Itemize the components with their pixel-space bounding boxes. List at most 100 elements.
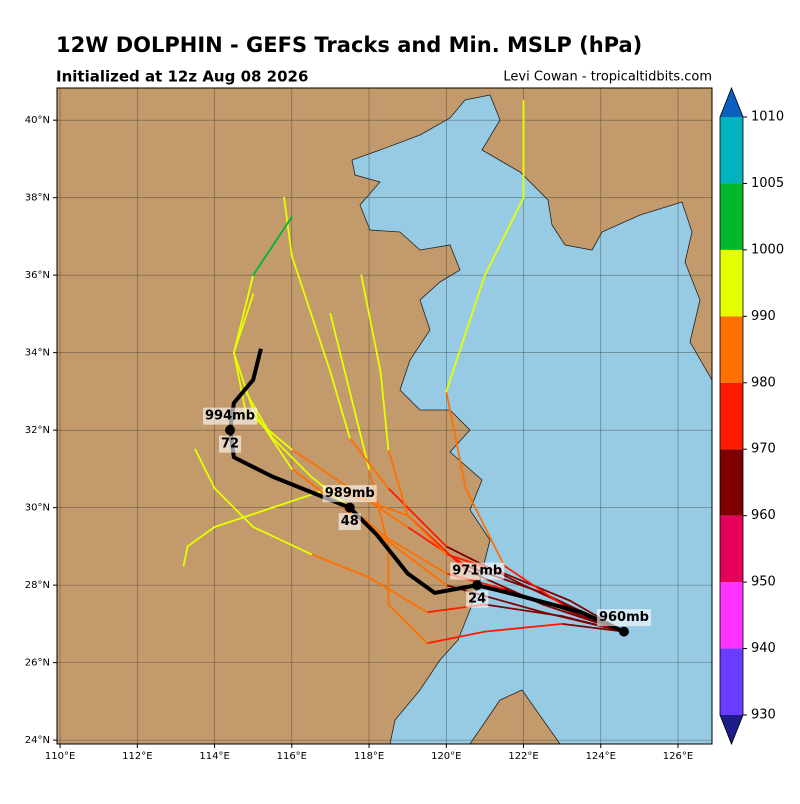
credit: Levi Cowan - tropicaltidbits.com [503, 70, 712, 85]
y-tick-label: 36°N [25, 270, 50, 281]
track-segment [329, 371, 351, 439]
track-segment [484, 196, 525, 277]
colorbar-tick-label: 980 [751, 375, 776, 390]
pressure-label: 971mb [452, 564, 502, 579]
map-frame [56, 87, 713, 745]
track-segment [464, 487, 506, 567]
colorbar-segment [720, 449, 743, 516]
track-segment [290, 254, 313, 315]
pressure-label-box [450, 562, 505, 580]
track-segment [252, 526, 313, 556]
colorbar-tick-label: 940 [751, 641, 776, 656]
colorbar-segment [720, 316, 743, 383]
colorbar-tick-label: 1010 [751, 110, 784, 125]
colorbar-tick-label: 1000 [751, 242, 784, 257]
track-segment [426, 630, 486, 645]
colorbar-tick-label: 990 [751, 309, 776, 324]
track-segment [561, 622, 625, 633]
track-segment [310, 312, 332, 373]
track-segment [186, 526, 216, 548]
track-segment [387, 537, 448, 575]
track-segment [348, 436, 390, 490]
colorbar-tick-label: 950 [751, 575, 776, 590]
track-segment [368, 576, 428, 614]
colorbar-segment [720, 249, 743, 317]
colorbar-tick-label: 1005 [751, 176, 784, 191]
track-segment [368, 526, 448, 587]
x-tick-label: 116°E [277, 751, 307, 762]
mean-track-point [344, 502, 355, 513]
hour-label: 72 [221, 437, 239, 452]
track-segment [232, 351, 247, 412]
y-tick-label: 28°N [25, 580, 50, 591]
x-tick-label: 110°E [45, 751, 75, 762]
x-tick-label: 118°E [354, 751, 384, 762]
x-tick-label: 112°E [122, 751, 152, 762]
track-segment [406, 514, 448, 556]
track-segment [360, 274, 382, 373]
track-segment [182, 545, 189, 567]
colorbar-segment [720, 382, 743, 450]
pressure-label-box [596, 609, 651, 627]
track-segment [445, 390, 467, 490]
track-segment [406, 526, 467, 567]
track-segment [329, 312, 351, 393]
pressure-label: 989mb [325, 486, 375, 501]
mean-track-point [618, 626, 629, 637]
colorbar-tick-label: 930 [751, 708, 776, 723]
pressure-label: 994mb [205, 409, 255, 424]
mean-track-point [225, 425, 236, 436]
colorbar-segment [720, 117, 743, 184]
track-segment [541, 611, 625, 633]
track-segment [387, 487, 448, 548]
x-tick-label: 122°E [508, 751, 538, 762]
colorbar-segment [720, 183, 743, 250]
colorbar-extend-high [720, 88, 743, 117]
x-tick-label: 124°E [586, 751, 616, 762]
track-segment [232, 274, 255, 354]
hour-label: 48 [341, 514, 359, 529]
subtitle: Initialized at 12z Aug 08 2026 [56, 68, 308, 86]
y-tick-label: 34°N [25, 348, 50, 359]
track-segment [387, 448, 409, 517]
x-tick-label: 114°E [199, 751, 229, 762]
title: 12W DOLPHIN - GEFS Tracks and Min. MSLP … [56, 33, 642, 57]
y-tick-label: 38°N [25, 193, 50, 204]
pressure-label-box [203, 407, 258, 425]
track-segment [379, 371, 390, 451]
y-tick-label: 32°N [25, 425, 50, 436]
mean-track: 960mb 971mb 24 989mb 48 994mb 72 [203, 348, 651, 637]
x-tick-label: 120°E [431, 751, 461, 762]
colorbar-tick-label: 970 [751, 442, 776, 457]
colorbar-tick-label: 960 [751, 508, 776, 523]
hour-label-box [466, 590, 489, 608]
hour-label-box [218, 435, 242, 453]
track-segment [310, 553, 370, 579]
track-segment [503, 564, 564, 606]
x-tick-label: 126°E [663, 751, 693, 762]
track-segment [484, 622, 564, 633]
colorbar: 930 940 950 960 970 980 990 1000 1005 1010 [719, 86, 784, 746]
track-segment [271, 436, 313, 478]
track-segment [213, 487, 255, 528]
track-segment [368, 467, 390, 548]
track-segment [283, 196, 293, 257]
track-segment [290, 448, 351, 490]
hour-label: 24 [468, 592, 486, 607]
hour-label-box [338, 513, 361, 531]
axes: 110°E 112°E 114°E 116°E 118°E 120°E 122°E 124°E… [25, 115, 693, 762]
track-segment [213, 506, 274, 528]
pressure-label-box [322, 485, 377, 503]
y-tick-label: 24°N [25, 735, 50, 746]
ocean [351, 94, 712, 744]
track-segment [232, 351, 255, 412]
track-segment [348, 390, 370, 470]
track-segment [252, 216, 293, 277]
pressure-label: 960mb [599, 610, 649, 625]
y-tick-label: 30°N [25, 503, 50, 514]
colorbar-extend-low [720, 715, 743, 744]
track-segment [387, 603, 428, 645]
track-segment [252, 409, 293, 470]
track-segment [194, 448, 216, 490]
